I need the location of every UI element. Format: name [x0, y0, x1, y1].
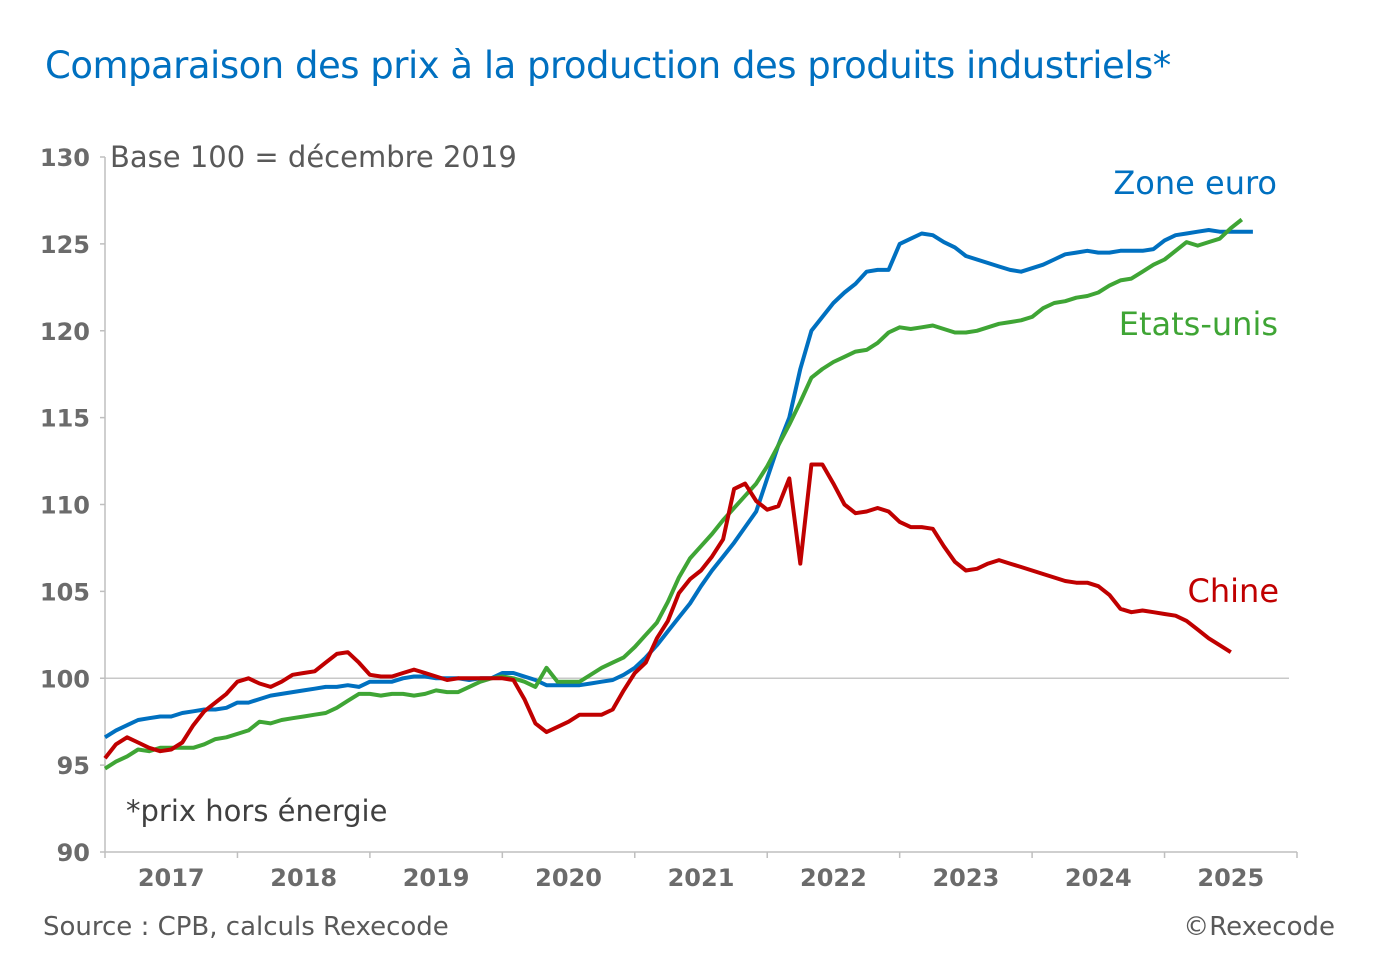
series-line-chine — [103, 462, 1232, 760]
axes: 90 95 100 105 110 115 120 125 130 2017 2018 2019 202… — [40, 144, 1298, 892]
series-line-zone-euro — [103, 228, 1253, 739]
x-tick-label: 2023 — [932, 864, 999, 892]
y-tick-label: 90 — [57, 839, 90, 867]
x-tick-label: 2020 — [535, 864, 602, 892]
footnote: *prix hors énergie — [126, 794, 388, 828]
x-tick-label: 2018 — [270, 864, 337, 892]
series-line-etats-unis — [103, 217, 1244, 771]
y-tick-label: 105 — [40, 578, 90, 606]
base-note: Base 100 = décembre 2019 — [110, 140, 517, 174]
x-tick-label: 2017 — [138, 864, 205, 892]
y-tick-label: 100 — [40, 665, 90, 693]
legend-etats-unis: Etats-unis — [1118, 305, 1278, 343]
x-tick-label: 2022 — [800, 864, 867, 892]
x-tick-label: 2025 — [1197, 864, 1264, 892]
y-tick-label: 130 — [40, 144, 90, 172]
x-tick-label: 2024 — [1065, 864, 1132, 892]
source: Source : CPB, calculs Rexecode — [43, 912, 449, 942]
copyright: ©Rexecode — [1183, 912, 1335, 942]
y-tick-label: 110 — [40, 492, 90, 520]
y-tick-label: 115 — [40, 405, 90, 433]
legend-chine: Chine — [1187, 572, 1279, 610]
series-lines — [103, 217, 1253, 771]
legend-zone-euro: Zone euro — [1113, 164, 1277, 202]
x-tick-label: 2019 — [403, 864, 470, 892]
y-tick-label: 120 — [40, 318, 90, 346]
x-tick-label: 2021 — [668, 864, 735, 892]
y-tick-label: 95 — [57, 752, 90, 780]
y-tick-label: 125 — [40, 231, 90, 259]
chart-title: Comparaison des prix à la production des… — [45, 44, 1171, 87]
